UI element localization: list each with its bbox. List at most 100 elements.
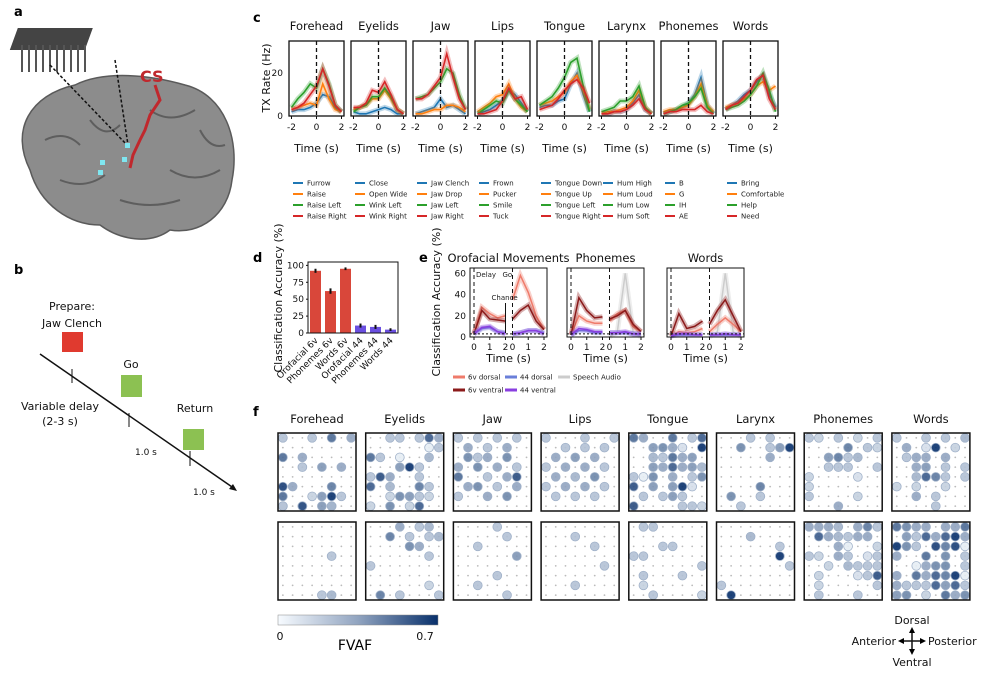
- electrode-site: [749, 584, 752, 587]
- electrode-fvaf-dot: [872, 462, 883, 472]
- series-line-6v-ventral: [511, 304, 545, 331]
- electrode-site: [876, 495, 879, 498]
- legend-entry: Wink Right: [369, 213, 407, 221]
- map-frame: [540, 521, 620, 601]
- electrode-site: [340, 545, 343, 548]
- electrode-site: [769, 594, 772, 597]
- electrode-site: [564, 456, 567, 459]
- electrode-fvaf-dot: [853, 452, 863, 463]
- electrode-site: [564, 574, 567, 577]
- legend-entry: AE: [679, 213, 688, 221]
- electrode-site: [476, 505, 479, 508]
- electrode-site: [613, 475, 616, 478]
- panel-label-c: c: [253, 11, 261, 26]
- electrode-site: [905, 436, 908, 439]
- electrode-site: [778, 495, 781, 498]
- prepare-cue-square: [62, 332, 83, 352]
- electrode-map-phonemes-upper: [803, 432, 883, 512]
- electrode-site: [554, 555, 557, 558]
- electrode-fvaf-dot: [853, 531, 863, 542]
- electrode-fvaf-dot: [667, 491, 678, 502]
- electrode-site: [506, 564, 508, 567]
- electrode-site: [281, 594, 284, 597]
- electrode-site: [866, 475, 869, 478]
- electrode-site: [398, 446, 401, 449]
- electrode-site: [350, 505, 353, 508]
- electrode-fvaf-dot: [317, 590, 327, 600]
- electrode-site: [437, 525, 440, 528]
- electrode-site: [817, 545, 820, 548]
- electrode-site: [895, 456, 898, 459]
- panel-e-accuracy-plots: Classification Accuracy (%) 0204060Orofac…: [430, 227, 745, 395]
- electrode-site: [808, 545, 810, 548]
- electrode-site: [769, 555, 772, 558]
- electrode-site: [662, 555, 664, 558]
- electrode-site: [476, 535, 479, 538]
- electrode-site: [681, 555, 684, 558]
- electrode-site: [525, 545, 528, 548]
- x-tick-label: -2: [535, 123, 544, 133]
- electrode-fvaf-dot: [375, 452, 386, 463]
- electrode-fvaf-dot: [385, 433, 395, 443]
- map-frame: [277, 521, 357, 601]
- electrode-site: [613, 535, 616, 538]
- legend-entry: Jaw Drop: [430, 191, 463, 199]
- electrode-site: [662, 574, 664, 577]
- electrode-site: [681, 594, 684, 597]
- electrode-map-lips-lower: [540, 521, 620, 601]
- electrode-site: [418, 456, 421, 459]
- electrode-site: [671, 574, 674, 577]
- electrode-fvaf-dot: [940, 561, 951, 571]
- electrode-site: [584, 555, 586, 558]
- cue-label: Jaw Clench: [41, 317, 102, 330]
- electrode-fvaf-dot: [853, 570, 863, 581]
- x-tick-label: 2: [649, 123, 655, 133]
- electrode-fvaf-dot: [960, 522, 970, 532]
- electrode-map-forehead-upper: [277, 432, 357, 512]
- electrode-site: [662, 475, 664, 478]
- map-title: Words: [913, 412, 949, 426]
- electrode-fvaf-dot: [424, 452, 434, 463]
- electrode-site: [866, 545, 869, 548]
- electrode-fvaf-dot: [570, 580, 581, 591]
- electrode-site: [788, 495, 791, 498]
- electrode-site: [554, 446, 557, 449]
- electrode-fvaf-dot: [950, 531, 961, 542]
- return-label: Return: [177, 402, 214, 415]
- electrode-site: [613, 594, 616, 597]
- x-tick-label: 1: [722, 343, 728, 353]
- legend-entry: Tongue Down: [554, 180, 602, 188]
- electrode-site: [632, 525, 635, 528]
- electrode-site: [506, 555, 508, 558]
- electrode-fvaf-dot: [667, 433, 678, 443]
- electrode-site: [856, 446, 859, 449]
- electrode-site: [788, 456, 791, 459]
- electrode-site: [311, 525, 314, 528]
- legend-entry: 6v dorsal: [468, 374, 500, 382]
- x-tick-label: 0: [500, 123, 506, 133]
- x-tick-label: 0: [607, 343, 613, 353]
- electrode-fvaf-dot: [677, 442, 688, 453]
- electrode-fvaf-dot: [365, 561, 376, 571]
- electrode-site: [759, 475, 762, 478]
- electrode-site: [476, 564, 479, 567]
- electrode-site: [749, 475, 752, 478]
- electrode-site: [467, 574, 469, 577]
- electrode-fvaf-dot: [472, 452, 483, 463]
- electrode-fvaf-dot: [472, 541, 483, 552]
- electrode-site: [701, 555, 703, 558]
- electrode-site: [330, 545, 333, 548]
- electrode-site: [681, 535, 684, 538]
- electrode-site: [613, 446, 616, 449]
- legend-entry: Hum Low: [617, 202, 650, 210]
- electrode-fvaf-dot: [589, 472, 600, 482]
- electrode-site: [545, 505, 547, 508]
- electrode-site: [934, 525, 937, 528]
- electrode-fvaf-dot: [940, 580, 951, 591]
- electrode-site: [525, 495, 528, 498]
- electrode-site: [525, 594, 528, 597]
- electrode-fvaf-dot: [638, 433, 649, 443]
- series-line-6v-dorsal: [570, 314, 603, 336]
- electrode-site: [564, 525, 567, 528]
- electrode-site: [350, 495, 353, 498]
